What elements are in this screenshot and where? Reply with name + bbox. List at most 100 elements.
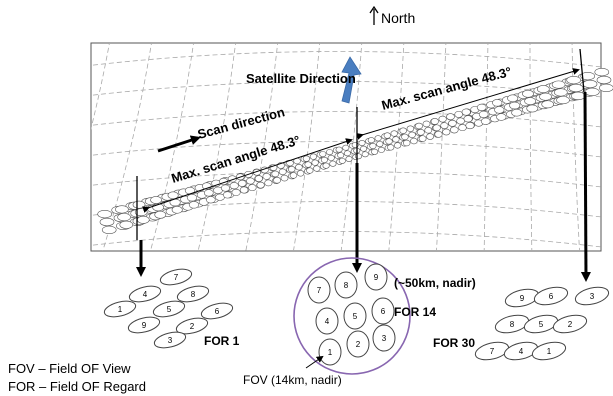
- swath-fov-ellipse: [406, 125, 415, 132]
- swath-fov-ellipse: [167, 191, 179, 200]
- fov-ellipse: [552, 314, 588, 334]
- scan-map-panel: Max. scan angle 48.3° Max. scan angle 48…: [90, 42, 613, 252]
- fov-number: 7: [490, 347, 495, 356]
- swath-fov-ellipse: [556, 96, 570, 105]
- swath-fov-ellipse: [418, 135, 427, 142]
- north-indicator: North: [369, 5, 415, 26]
- grid-longitude-line: [340, 43, 363, 251]
- grid-longitude-line: [436, 43, 447, 251]
- fov-number: 8: [510, 320, 515, 329]
- swath-fov-ellipse: [432, 124, 441, 132]
- for14-fov-group: 7 8 9 4 5 6 1 2 3: [307, 263, 396, 366]
- swath-fov-ellipse: [309, 153, 318, 160]
- swath-fov-ellipse: [522, 89, 534, 98]
- swath-fov-ellipse: [554, 88, 568, 97]
- fov-ellipse: [176, 285, 210, 303]
- swath-fov-ellipse: [326, 149, 334, 156]
- fov-ellipse: [343, 302, 367, 330]
- swath-fov-ellipse: [371, 148, 379, 155]
- swath-fov-ellipse: [456, 117, 465, 125]
- fov-number: 2: [568, 320, 573, 329]
- swath-fov-ellipse: [150, 196, 162, 204]
- swath-fov-ellipse: [220, 184, 231, 192]
- grid-longitude-line: [102, 43, 152, 251]
- swath-fov-ellipse: [248, 184, 257, 192]
- north-label: North: [381, 10, 415, 26]
- fov-number: 2: [356, 340, 361, 349]
- fov-ellipse: [474, 341, 510, 361]
- swath-fov-ellipse: [376, 141, 384, 148]
- swath-fov-ellipse: [539, 92, 552, 101]
- fov-number: 3: [590, 292, 595, 301]
- swath-fov-ellipse: [599, 83, 613, 92]
- fov-number: 6: [215, 307, 220, 316]
- swath-fov-ellipse: [306, 167, 314, 174]
- fov-number: 7: [317, 286, 322, 295]
- fov-ellipse: [200, 302, 234, 320]
- swath-fov-ellipse: [237, 179, 247, 187]
- swath-fov-ellipse: [541, 100, 555, 109]
- for14-circle: [293, 257, 411, 375]
- legend-for: FOR – Field OF Regard: [8, 379, 146, 394]
- swath-fov-ellipse: [119, 220, 134, 229]
- swath-fov-ellipse: [401, 133, 409, 141]
- swath-fov-ellipse: [440, 122, 449, 129]
- grid-longitude-line: [483, 43, 489, 251]
- swath-fov-ellipse: [393, 142, 402, 149]
- swath-fov-ellipse: [136, 215, 150, 224]
- swath-fov-ellipse: [446, 113, 455, 121]
- swath-fov-ellipse: [392, 136, 400, 143]
- swath-fov-ellipse: [302, 155, 311, 162]
- swath-fov-ellipse: [262, 173, 271, 180]
- fov-ellipse: [175, 317, 209, 335]
- swath-fov-ellipse: [594, 67, 610, 77]
- swath-fov-ellipse: [246, 177, 255, 185]
- for30-label: FOR 30: [433, 336, 475, 350]
- fov-ellipse: [371, 297, 395, 325]
- swath-fov-ellipse: [358, 140, 366, 146]
- swath-fov-ellipse: [463, 115, 473, 123]
- swath-fov-ellipse: [399, 127, 407, 134]
- swath-fov-ellipse: [295, 164, 303, 171]
- swath-fov-ellipse: [492, 99, 503, 107]
- swath-fov-ellipse: [320, 156, 328, 163]
- swath-fov-ellipse: [430, 118, 439, 125]
- swath-fov-ellipse: [596, 75, 612, 85]
- fov-number: 5: [167, 305, 172, 314]
- swath-fov-ellipse: [385, 138, 393, 145]
- swath-fov-ellipse: [99, 217, 115, 227]
- swath-fov-ellipse: [343, 150, 351, 157]
- fov-ellipse: [494, 314, 530, 334]
- swath-fov-ellipse: [319, 151, 327, 158]
- fov-number: 4: [519, 347, 524, 356]
- swath-fov-ellipse: [402, 139, 411, 147]
- swath-fov-ellipse: [273, 176, 281, 184]
- swath-fov-ellipse: [507, 94, 519, 103]
- fov-14km-label: FOV (14km, nadir): [243, 373, 342, 387]
- swath-fov-ellipse: [415, 122, 423, 130]
- swath-fov-ellipse: [434, 130, 443, 138]
- swath-fov-ellipse: [580, 71, 596, 81]
- swath-fov-ellipse: [584, 87, 600, 96]
- swath-fov-ellipse: [458, 124, 467, 132]
- swath-fov-ellipse: [280, 174, 289, 182]
- fov-number: 3: [168, 336, 173, 345]
- fov-ellipse: [127, 316, 161, 334]
- swath-fov-ellipse: [422, 120, 431, 128]
- swath-fov-ellipse: [448, 119, 457, 127]
- fov-ellipse: [307, 276, 331, 304]
- fov-number: 2: [190, 322, 195, 331]
- swath-right-edge: [579, 48, 585, 93]
- swath-fov-ellipse: [526, 104, 539, 113]
- swath-fov-ellipse: [287, 166, 296, 173]
- swath-fov-ellipse: [478, 110, 489, 118]
- swath-fov-ellipse: [509, 101, 521, 110]
- fov-number: 9: [142, 321, 147, 330]
- fov-ellipse: [346, 330, 370, 358]
- swath-fov-ellipse: [383, 132, 391, 139]
- grid-latitude-line: [91, 231, 601, 248]
- grid-longitude-line: [245, 43, 279, 251]
- fov-ellipse: [128, 285, 162, 303]
- for1-label: FOR 1: [204, 334, 240, 348]
